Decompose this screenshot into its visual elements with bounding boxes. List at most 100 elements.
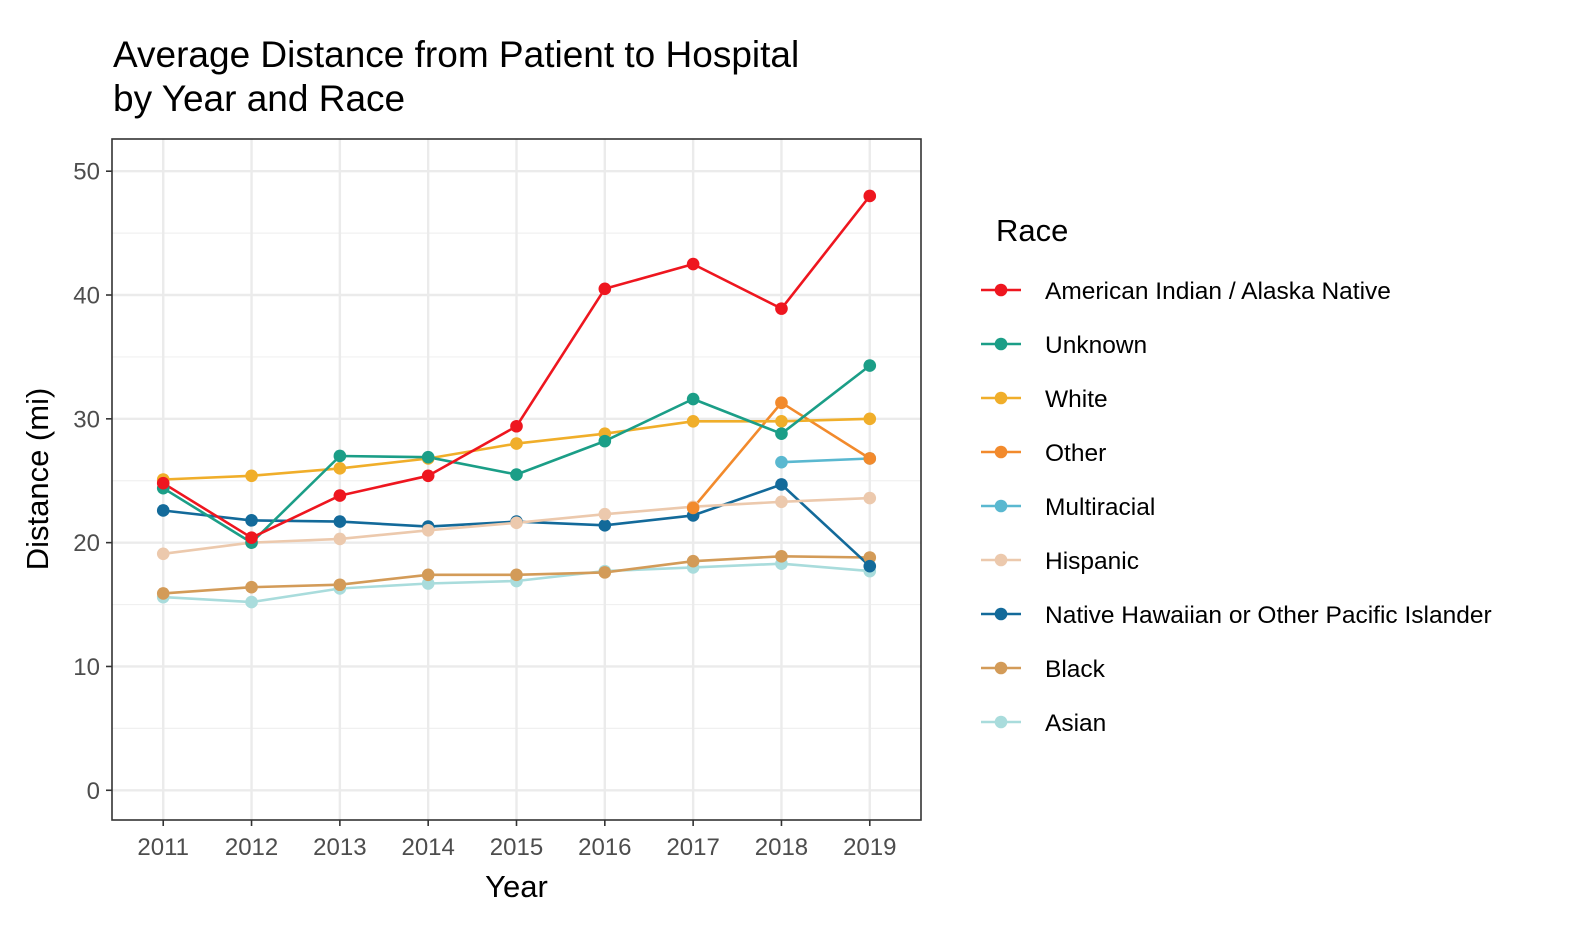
legend-item-other: Other — [981, 440, 1106, 467]
data-point-hispanic — [775, 495, 788, 509]
data-point-unknown — [598, 434, 612, 448]
data-point-unknown — [775, 427, 788, 440]
legend-label: Other — [1045, 440, 1106, 467]
data-point-american-indian-alaska-native — [333, 489, 347, 502]
y-tick-label: 0 — [87, 778, 100, 805]
legend-title: Race — [996, 213, 1068, 248]
data-point-native-hawaiian-or-other-pacific-islander — [598, 519, 612, 532]
legend-key-point — [994, 661, 1008, 675]
data-point-black — [598, 566, 612, 579]
x-axis-label: Year — [485, 869, 548, 904]
x-tick-label: 2019 — [843, 834, 896, 861]
legend-item-unknown: Unknown — [981, 332, 1147, 359]
y-tick-label: 50 — [73, 159, 100, 186]
data-point-multiracial — [775, 455, 788, 469]
data-point-black — [775, 549, 788, 563]
data-point-other — [775, 396, 788, 410]
data-point-hispanic — [598, 507, 612, 521]
data-point-unknown — [686, 392, 700, 406]
data-point-black — [245, 580, 258, 594]
x-tick-label: 2013 — [313, 834, 366, 861]
data-point-american-indian-alaska-native — [245, 531, 258, 544]
data-point-black — [421, 568, 435, 582]
data-point-hispanic — [421, 523, 435, 537]
data-point-american-indian-alaska-native — [421, 469, 435, 483]
data-point-american-indian-alaska-native — [686, 257, 700, 271]
legend-item-white: White — [981, 386, 1108, 413]
data-point-white — [775, 415, 788, 428]
legend: Race American Indian / Alaska Native Unkn… — [981, 213, 1492, 737]
data-point-black — [510, 568, 523, 582]
chart-title-line-1: Average Distance from Patient to Hospita… — [113, 34, 799, 75]
data-point-american-indian-alaska-native — [598, 282, 612, 296]
data-point-native-hawaiian-or-other-pacific-islander — [156, 504, 170, 517]
legend-label: Asian — [1045, 710, 1106, 737]
legend-key-point — [994, 445, 1008, 459]
data-point-white — [863, 412, 877, 426]
data-point-hispanic — [510, 516, 523, 530]
data-point-asian — [421, 577, 435, 590]
legend-label: White — [1045, 386, 1108, 413]
legend-label: Black — [1045, 656, 1106, 683]
x-tick-label: 2016 — [578, 834, 631, 861]
legend-item-asian: Asian — [981, 710, 1106, 737]
y-tick-label: 40 — [73, 283, 100, 310]
data-point-white — [510, 437, 523, 450]
x-tick-label: 2018 — [755, 834, 808, 861]
x-tick-label: 2012 — [225, 834, 278, 861]
data-point-native-hawaiian-or-other-pacific-islander — [863, 559, 877, 573]
legend-item-black: Black — [981, 656, 1106, 683]
data-point-native-hawaiian-or-other-pacific-islander — [333, 515, 347, 528]
legend-item-hispanic: Hispanic — [981, 548, 1139, 575]
y-tick-label: 20 — [73, 530, 100, 557]
legend-key-point — [994, 283, 1008, 297]
data-point-other — [863, 452, 877, 465]
data-point-american-indian-alaska-native — [775, 302, 788, 315]
legend-item-multiracial: Multiracial — [981, 494, 1155, 521]
legend-label: American Indian / Alaska Native — [1045, 278, 1391, 305]
data-point-black — [333, 578, 347, 592]
data-point-white — [333, 462, 347, 475]
data-point-native-hawaiian-or-other-pacific-islander — [775, 478, 788, 491]
data-point-unknown — [863, 359, 877, 372]
data-point-american-indian-alaska-native — [863, 189, 877, 203]
y-tick-label: 30 — [73, 406, 100, 433]
plot-area: 0 10 20 30 40 50 2011 2012 2013 2014 2015 2016 2017 2… — [73, 138, 922, 861]
legend-key-point — [994, 499, 1008, 513]
x-tick-label: 2014 — [401, 834, 454, 861]
data-point-native-hawaiian-or-other-pacific-islander — [245, 514, 258, 527]
y-tick-label: 10 — [73, 654, 100, 681]
legend-key-point — [994, 607, 1008, 621]
series-line-multiracial — [780, 457, 872, 464]
data-point-asian — [245, 595, 258, 609]
y-axis-label: Distance (mi) — [20, 388, 55, 571]
data-point-hispanic — [333, 532, 347, 546]
x-tick-label: 2015 — [490, 834, 543, 861]
data-point-black — [156, 587, 170, 600]
legend-key-point — [994, 715, 1008, 729]
legend-label: Unknown — [1045, 332, 1147, 359]
data-point-hispanic — [863, 491, 877, 505]
legend-item-american-indian-alaska-native: American Indian / Alaska Native — [981, 278, 1391, 305]
data-point-unknown — [333, 449, 347, 463]
legend-key-point — [994, 337, 1008, 351]
x-tick-label: 2011 — [137, 834, 189, 861]
legend-label: Multiracial — [1045, 494, 1155, 521]
data-point-white — [686, 415, 700, 428]
data-point-hispanic — [156, 547, 170, 561]
data-point-black — [863, 551, 877, 564]
data-point-unknown — [421, 450, 435, 464]
legend-key-point — [994, 391, 1008, 405]
chart-title-line-2: by Year and Race — [113, 78, 405, 119]
legend-label: Native Hawaiian or Other Pacific Islande… — [1045, 602, 1492, 629]
data-point-american-indian-alaska-native — [510, 419, 523, 433]
data-point-unknown — [510, 468, 523, 481]
data-point-american-indian-alaska-native — [156, 476, 170, 490]
data-point-white — [245, 469, 258, 483]
legend-label: Hispanic — [1045, 548, 1139, 575]
legend-item-native-hawaiian-or-other-pacific-islander: Native Hawaiian or Other Pacific Islande… — [981, 602, 1492, 629]
x-tick-label: 2017 — [666, 834, 719, 861]
data-point-other — [686, 501, 700, 515]
data-point-black — [686, 554, 700, 568]
